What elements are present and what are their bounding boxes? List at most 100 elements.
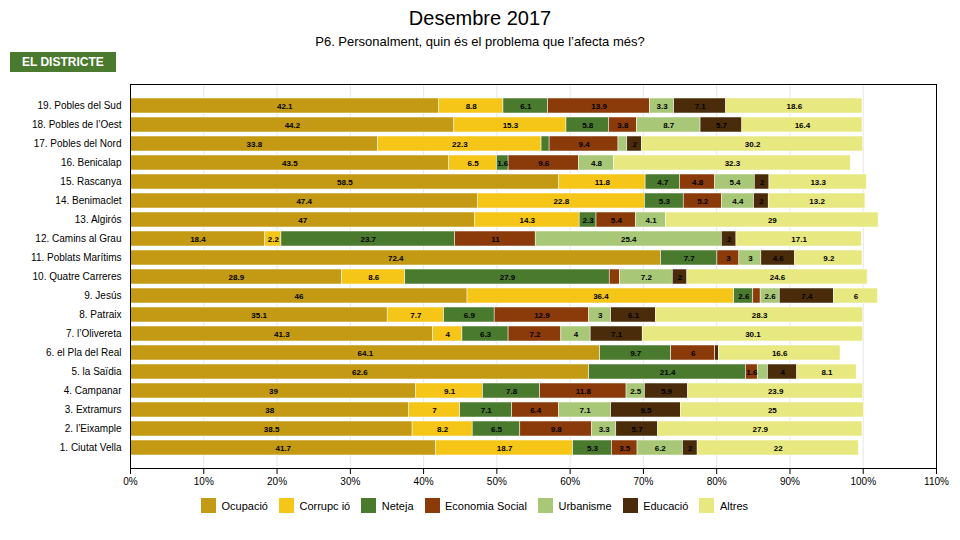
svg-text:2: 2 bbox=[678, 273, 683, 282]
svg-text:3.3: 3.3 bbox=[657, 102, 669, 111]
svg-text:5.2: 5.2 bbox=[697, 197, 709, 206]
svg-text:7.1: 7.1 bbox=[611, 330, 623, 339]
svg-text:4.1: 4.1 bbox=[646, 216, 658, 225]
svg-text:28.3: 28.3 bbox=[752, 311, 768, 320]
svg-text:4.8: 4.8 bbox=[591, 159, 603, 168]
svg-text:20%: 20% bbox=[267, 476, 287, 487]
svg-text:2: 2 bbox=[727, 235, 732, 244]
svg-text:25: 25 bbox=[768, 406, 777, 415]
svg-text:3: 3 bbox=[598, 311, 603, 320]
svg-text:6.3: 6.3 bbox=[480, 330, 492, 339]
svg-text:7.4: 7.4 bbox=[801, 292, 813, 301]
svg-text:11.8: 11.8 bbox=[576, 387, 592, 396]
svg-text:5.3: 5.3 bbox=[659, 197, 671, 206]
svg-text:60%: 60% bbox=[560, 476, 580, 487]
svg-text:17. Pobles del Nord: 17. Pobles del Nord bbox=[34, 138, 122, 149]
svg-text:46: 46 bbox=[295, 292, 304, 301]
svg-text:1.6: 1.6 bbox=[497, 159, 509, 168]
svg-text:36.4: 36.4 bbox=[593, 292, 609, 301]
svg-text:33.8: 33.8 bbox=[247, 140, 263, 149]
svg-text:9.2: 9.2 bbox=[823, 254, 835, 263]
svg-text:17.1: 17.1 bbox=[791, 235, 807, 244]
svg-text:7.8: 7.8 bbox=[506, 387, 518, 396]
svg-text:110%: 110% bbox=[924, 476, 949, 487]
svg-text:13.3: 13.3 bbox=[810, 178, 826, 187]
svg-text:2: 2 bbox=[632, 140, 637, 149]
svg-text:18. Pobles de l’Oest: 18. Pobles de l’Oest bbox=[32, 119, 122, 130]
svg-text:3. Extramurs: 3. Extramurs bbox=[65, 404, 122, 415]
svg-text:8.6: 8.6 bbox=[368, 273, 380, 282]
svg-text:6: 6 bbox=[854, 292, 859, 301]
svg-text:5.4: 5.4 bbox=[611, 216, 623, 225]
svg-text:19. Pobles del Sud: 19. Pobles del Sud bbox=[38, 100, 122, 111]
svg-text:30%: 30% bbox=[340, 476, 360, 487]
svg-text:90%: 90% bbox=[780, 476, 800, 487]
svg-text:9.1: 9.1 bbox=[444, 387, 456, 396]
svg-text:5.7: 5.7 bbox=[716, 121, 728, 130]
svg-text:9. Jesús: 9. Jesús bbox=[84, 290, 121, 301]
svg-text:10%: 10% bbox=[194, 476, 214, 487]
svg-text:7.1: 7.1 bbox=[481, 406, 493, 415]
svg-text:30.2: 30.2 bbox=[745, 140, 761, 149]
svg-text:16.6: 16.6 bbox=[772, 349, 788, 358]
svg-text:80%: 80% bbox=[707, 476, 727, 487]
svg-text:2: 2 bbox=[759, 197, 764, 206]
svg-text:8.7: 8.7 bbox=[663, 121, 675, 130]
svg-text:2. l’Eixample: 2. l’Eixample bbox=[65, 423, 122, 434]
svg-text:64.1: 64.1 bbox=[358, 349, 374, 358]
svg-text:58.5: 58.5 bbox=[337, 178, 353, 187]
svg-text:6.9: 6.9 bbox=[464, 311, 476, 320]
svg-text:32.3: 32.3 bbox=[725, 159, 741, 168]
svg-text:29: 29 bbox=[768, 216, 777, 225]
svg-text:11: 11 bbox=[491, 235, 500, 244]
svg-text:6.1: 6.1 bbox=[520, 102, 532, 111]
svg-text:5.4: 5.4 bbox=[729, 178, 741, 187]
svg-text:13. Algirós: 13. Algirós bbox=[75, 214, 122, 225]
svg-text:6.1: 6.1 bbox=[628, 311, 640, 320]
svg-text:6.2: 6.2 bbox=[655, 444, 667, 453]
svg-text:4.6: 4.6 bbox=[773, 254, 785, 263]
svg-text:18.7: 18.7 bbox=[497, 444, 513, 453]
svg-text:6: 6 bbox=[691, 349, 696, 358]
svg-text:2.2: 2.2 bbox=[268, 235, 280, 244]
svg-text:18.6: 18.6 bbox=[787, 102, 803, 111]
svg-text:3.3: 3.3 bbox=[599, 425, 611, 434]
svg-text:13.9: 13.9 bbox=[591, 102, 607, 111]
svg-text:5. la Saïdia: 5. la Saïdia bbox=[71, 366, 121, 377]
svg-text:6.5: 6.5 bbox=[467, 159, 479, 168]
svg-text:8. Patraix: 8. Patraix bbox=[79, 309, 121, 320]
svg-text:6.4: 6.4 bbox=[530, 406, 542, 415]
svg-text:5.3: 5.3 bbox=[587, 444, 599, 453]
svg-text:16. Benicalap: 16. Benicalap bbox=[61, 157, 122, 168]
svg-text:15. Rascanya: 15. Rascanya bbox=[60, 176, 122, 187]
svg-text:40%: 40% bbox=[414, 476, 434, 487]
svg-text:2: 2 bbox=[688, 444, 693, 453]
svg-text:47.4: 47.4 bbox=[296, 197, 312, 206]
svg-text:18.4: 18.4 bbox=[190, 235, 206, 244]
svg-text:12. Camins al Grau: 12. Camins al Grau bbox=[35, 233, 121, 244]
svg-text:9.7: 9.7 bbox=[630, 349, 642, 358]
svg-text:24.6: 24.6 bbox=[770, 273, 786, 282]
svg-text:2.6: 2.6 bbox=[738, 292, 750, 301]
svg-text:43.5: 43.5 bbox=[282, 159, 298, 168]
svg-text:70%: 70% bbox=[633, 476, 653, 487]
svg-text:7.1: 7.1 bbox=[580, 406, 592, 415]
svg-text:9.5: 9.5 bbox=[640, 406, 652, 415]
svg-text:27.9: 27.9 bbox=[752, 425, 768, 434]
svg-text:12.9: 12.9 bbox=[534, 311, 550, 320]
svg-text:2.3: 2.3 bbox=[583, 216, 595, 225]
svg-text:7.7: 7.7 bbox=[684, 254, 696, 263]
svg-text:4.4: 4.4 bbox=[732, 197, 744, 206]
svg-text:41.3: 41.3 bbox=[274, 330, 290, 339]
svg-text:8.1: 8.1 bbox=[821, 368, 833, 377]
svg-text:30.1: 30.1 bbox=[745, 330, 761, 339]
svg-text:5.7: 5.7 bbox=[632, 425, 644, 434]
svg-text:22.8: 22.8 bbox=[554, 197, 570, 206]
svg-text:27.9: 27.9 bbox=[500, 273, 516, 282]
svg-text:7.2: 7.2 bbox=[529, 330, 541, 339]
svg-text:4.7: 4.7 bbox=[657, 178, 669, 187]
svg-text:1.6: 1.6 bbox=[746, 368, 758, 377]
svg-text:7. l’Olivereta: 7. l’Olivereta bbox=[66, 328, 122, 339]
svg-text:44.2: 44.2 bbox=[285, 121, 301, 130]
svg-text:28.9: 28.9 bbox=[229, 273, 245, 282]
